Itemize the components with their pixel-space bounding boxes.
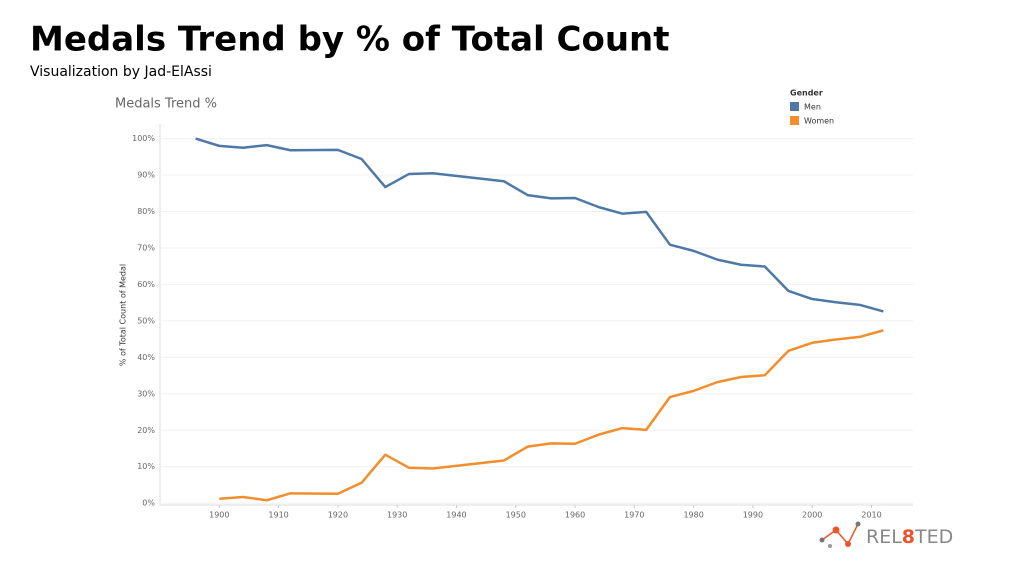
x-tick-label: 1980 — [683, 511, 703, 520]
logo-part: TED — [914, 526, 953, 548]
x-tick-label: 1990 — [743, 511, 763, 520]
x-tick-label: 1900 — [209, 511, 229, 520]
logo: REL8TED — [819, 521, 953, 548]
x-tick-label: 1910 — [268, 511, 288, 520]
subtitle: Visualization by Jad-ElAssi — [30, 64, 212, 80]
logo-part: REL — [866, 526, 902, 548]
logo-text: REL8TED — [866, 526, 953, 548]
series-line — [219, 329, 884, 502]
x-tick-label: 1930 — [387, 511, 407, 520]
y-tick-label: 80% — [137, 207, 155, 216]
x-tick-label: 1920 — [328, 511, 348, 520]
y-tick-label: 30% — [137, 389, 155, 398]
series-line — [195, 137, 884, 313]
logo-icon — [832, 526, 840, 534]
y-tick-label: 20% — [137, 426, 155, 435]
page-title: Medals Trend by % of Total Count — [30, 20, 670, 60]
logo-icon — [847, 523, 859, 545]
y-tick-label: 10% — [137, 462, 155, 471]
chart-title: Medals Trend % — [115, 97, 217, 112]
legend-label: Men — [804, 103, 821, 112]
y-tick-label: 40% — [137, 353, 155, 362]
y-tick-label: 50% — [137, 316, 155, 325]
legend-label: Women — [804, 117, 834, 126]
legend-swatch — [790, 116, 799, 125]
x-tick-label: 1950 — [506, 511, 526, 520]
logo-icon — [845, 541, 851, 547]
y-tick-label: 90% — [137, 171, 155, 180]
x-tick-label: 2000 — [802, 511, 822, 520]
legend-title: Gender — [790, 89, 823, 98]
logo-icon — [828, 544, 832, 548]
y-tick-label: 100% — [132, 134, 155, 143]
y-tick-label: 60% — [137, 280, 155, 289]
legend-swatch — [790, 102, 799, 111]
y-tick-label: 0% — [142, 499, 155, 508]
y-tick-label: 70% — [137, 243, 155, 252]
x-tick-label: 1940 — [446, 511, 466, 520]
logo-icon — [855, 521, 861, 527]
x-tick-label: 1970 — [624, 511, 644, 520]
logo-part: 8 — [902, 526, 915, 548]
x-tick-label: 2010 — [861, 511, 881, 520]
x-tick-label: 1960 — [565, 511, 585, 520]
logo-icon — [819, 537, 825, 543]
y-axis-label: % of Total Count of Medal — [119, 264, 128, 366]
